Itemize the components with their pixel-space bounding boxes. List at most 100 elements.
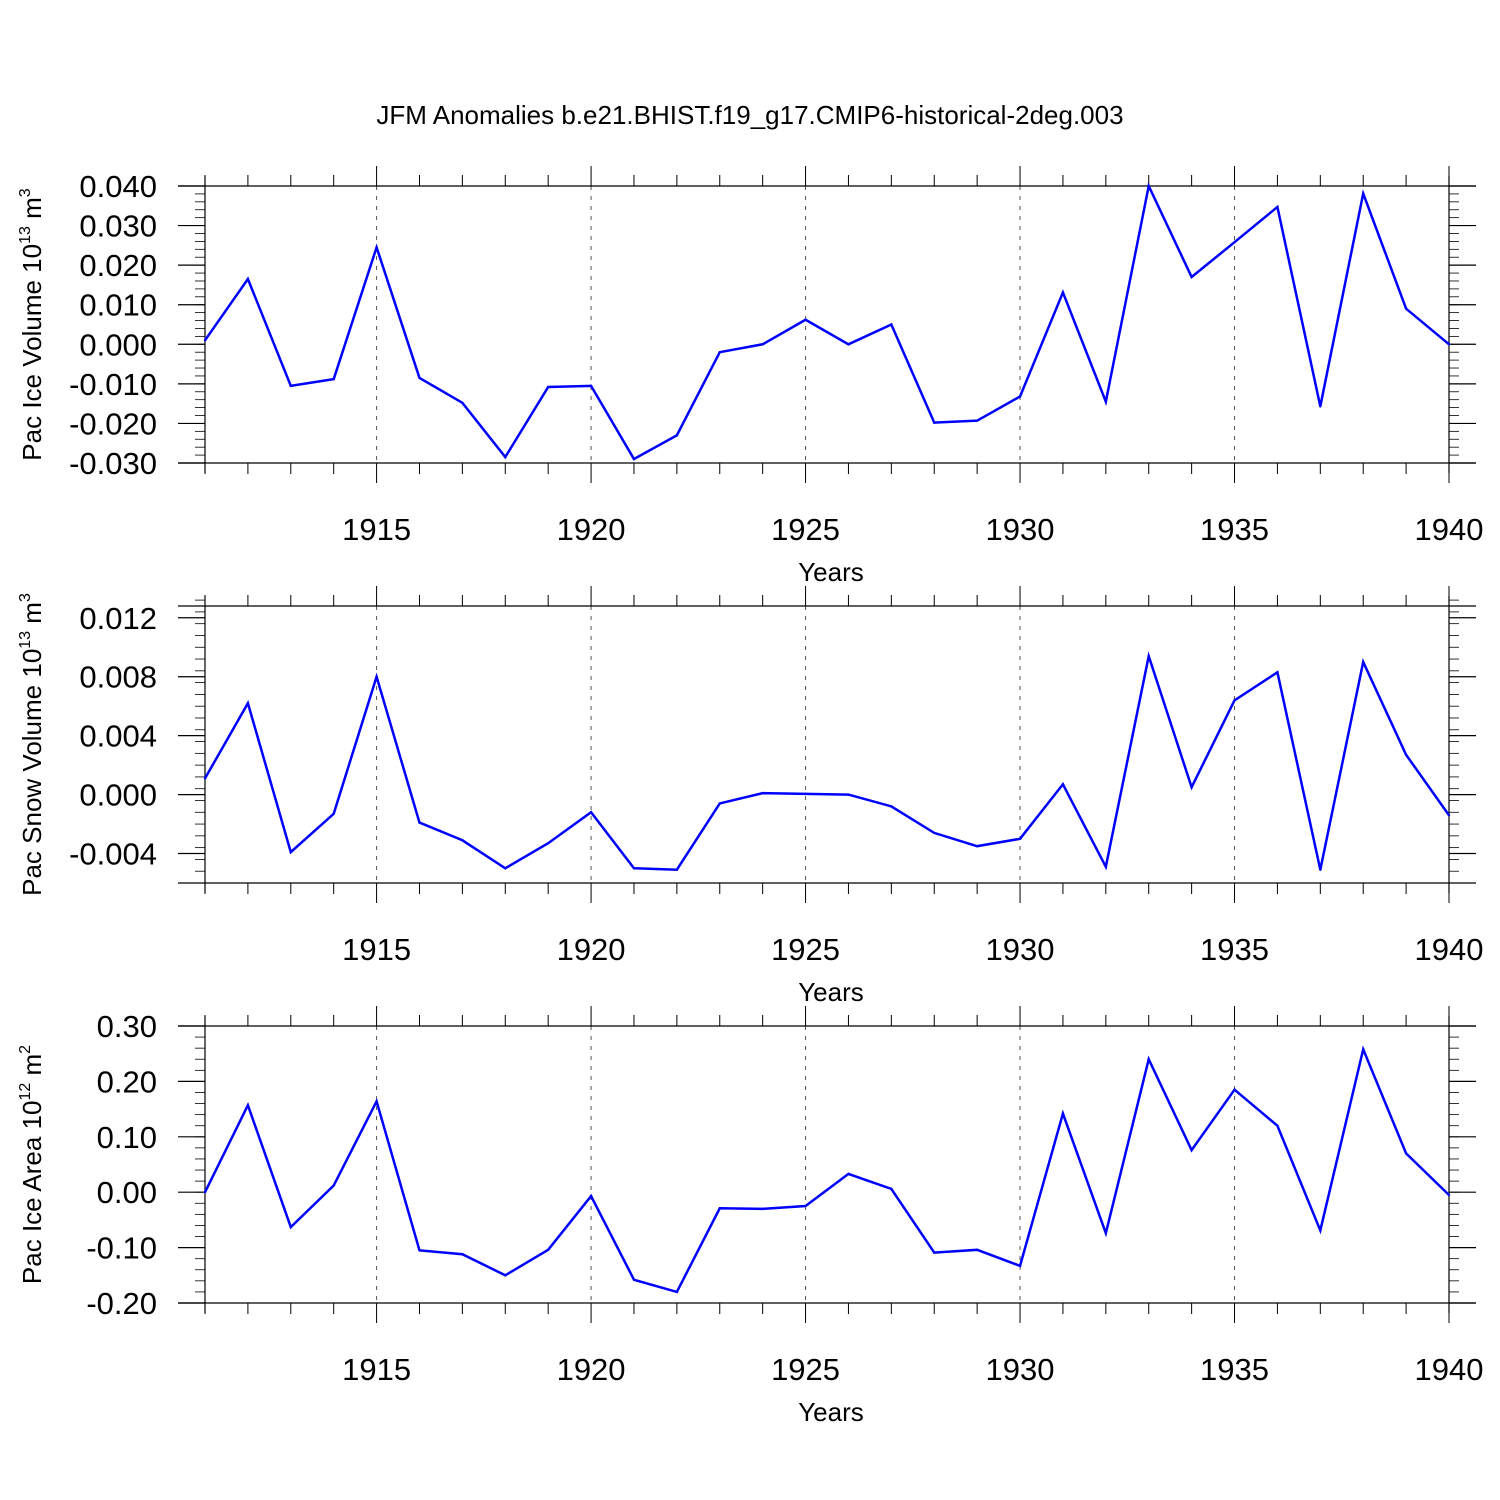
data-point bbox=[289, 850, 292, 854]
data-point bbox=[246, 702, 250, 705]
data-point bbox=[890, 323, 893, 326]
data-point bbox=[804, 318, 807, 321]
data-point bbox=[418, 1249, 421, 1252]
data-point bbox=[375, 675, 378, 678]
data-point bbox=[203, 339, 207, 342]
x-tick-label: 1935 bbox=[1200, 932, 1269, 967]
data-point bbox=[1447, 814, 1451, 817]
y-tick-label: -0.010 bbox=[69, 367, 157, 402]
data-point bbox=[1061, 291, 1065, 294]
y-tick-label: 0.004 bbox=[79, 719, 157, 754]
data-point bbox=[761, 343, 764, 346]
y-axis-label: Pac Snow Volume 1013 m3 bbox=[17, 593, 47, 896]
y-tick-label: 0.000 bbox=[79, 327, 157, 362]
data-point bbox=[1233, 1088, 1236, 1091]
panel-2: -0.004 0.000 0.004 0.008 0.012 1915 1920 1925 19… bbox=[17, 586, 1483, 1007]
data-point bbox=[1319, 405, 1322, 408]
x-tick-label: 1920 bbox=[557, 512, 626, 547]
data-point bbox=[1018, 837, 1022, 840]
data-point bbox=[718, 1207, 721, 1210]
y-tick-label: 0.008 bbox=[79, 660, 157, 695]
data-point bbox=[1190, 786, 1193, 789]
x-tick-label: 1925 bbox=[771, 932, 840, 967]
data-point bbox=[589, 1194, 593, 1198]
data-point bbox=[1061, 1112, 1065, 1115]
data-point bbox=[504, 455, 507, 459]
x-tick-label: 1935 bbox=[1200, 512, 1269, 547]
y-axis-label: Pac Ice Area 1012 m2 bbox=[17, 1045, 47, 1284]
data-point bbox=[332, 812, 335, 815]
x-tick-label: 1915 bbox=[342, 932, 411, 967]
data-point bbox=[975, 419, 979, 422]
x-tick-label: 1925 bbox=[771, 512, 840, 547]
data-point bbox=[1018, 395, 1022, 398]
x-tick-label: 1940 bbox=[1415, 1352, 1484, 1387]
data-point bbox=[1276, 671, 1279, 674]
series-line bbox=[203, 1045, 1450, 1294]
data-point bbox=[1190, 1148, 1193, 1152]
data-point bbox=[1190, 275, 1193, 279]
data-point bbox=[1362, 1048, 1365, 1051]
data-point bbox=[504, 867, 507, 870]
data-point bbox=[332, 377, 335, 381]
data-point bbox=[1104, 1231, 1108, 1235]
data-point bbox=[1104, 865, 1108, 868]
data-point bbox=[203, 1191, 207, 1194]
data-point bbox=[933, 1251, 936, 1254]
panel-3: -0.20 -0.10 0.00 0.10 0.20 0.30 1915 1920 1925 19… bbox=[17, 1006, 1483, 1427]
data-point bbox=[546, 1248, 550, 1252]
data-point bbox=[1362, 192, 1365, 195]
y-tick-label: 0.040 bbox=[79, 169, 157, 204]
data-point bbox=[975, 844, 979, 848]
series-line bbox=[203, 651, 1451, 872]
data-point bbox=[933, 421, 936, 424]
y-tick-label: 0.010 bbox=[79, 288, 157, 323]
data-point bbox=[632, 1278, 636, 1281]
y-tick-label: 0.012 bbox=[79, 601, 157, 636]
data-point bbox=[761, 1207, 764, 1211]
y-tick-label: 0.000 bbox=[79, 778, 157, 813]
x-axis-label: Years bbox=[798, 557, 864, 587]
data-point bbox=[461, 1253, 464, 1256]
x-tick-label: 1915 bbox=[342, 512, 411, 547]
data-point bbox=[804, 792, 807, 796]
y-tick-label: 0.10 bbox=[97, 1120, 157, 1155]
y-tick-label: 0.00 bbox=[97, 1175, 157, 1210]
data-point bbox=[246, 1104, 250, 1107]
data-point bbox=[632, 867, 636, 870]
x-axis-label: Years bbox=[798, 1397, 864, 1427]
data-point bbox=[1447, 1193, 1451, 1197]
data-point bbox=[890, 805, 893, 808]
series-line bbox=[203, 182, 1450, 461]
y-tick-label: 0.30 bbox=[97, 1009, 157, 1044]
x-tick-label: 1925 bbox=[771, 1352, 840, 1387]
data-point bbox=[375, 1100, 378, 1103]
data-point bbox=[718, 802, 721, 805]
data-point bbox=[504, 1274, 507, 1277]
data-point bbox=[761, 791, 764, 795]
data-point bbox=[933, 831, 936, 835]
x-tick-label: 1920 bbox=[557, 1352, 626, 1387]
y-tick-label: -0.020 bbox=[69, 406, 157, 441]
data-point bbox=[546, 385, 550, 389]
y-tick-label: -0.20 bbox=[86, 1286, 157, 1321]
data-point bbox=[589, 811, 593, 814]
data-point bbox=[1404, 307, 1408, 310]
panel-1: -0.030 -0.020 -0.010 0.000 0.010 0.020 0.030 0.… bbox=[17, 166, 1483, 587]
x-tick-label: 1930 bbox=[986, 932, 1055, 967]
data-point bbox=[461, 839, 464, 842]
y-tick-label: -0.10 bbox=[86, 1231, 157, 1266]
data-point bbox=[890, 1187, 893, 1191]
data-point bbox=[1233, 699, 1236, 702]
data-point bbox=[675, 1290, 679, 1294]
data-point bbox=[675, 434, 679, 437]
data-point bbox=[1404, 753, 1408, 757]
data-point bbox=[418, 821, 421, 824]
data-point bbox=[1061, 783, 1065, 786]
y-tick-label: 0.20 bbox=[97, 1064, 157, 1099]
data-point bbox=[589, 384, 593, 388]
x-tick-label: 1915 bbox=[342, 1352, 411, 1387]
data-point bbox=[203, 777, 207, 780]
data-point bbox=[675, 868, 679, 871]
data-point bbox=[975, 1248, 979, 1252]
